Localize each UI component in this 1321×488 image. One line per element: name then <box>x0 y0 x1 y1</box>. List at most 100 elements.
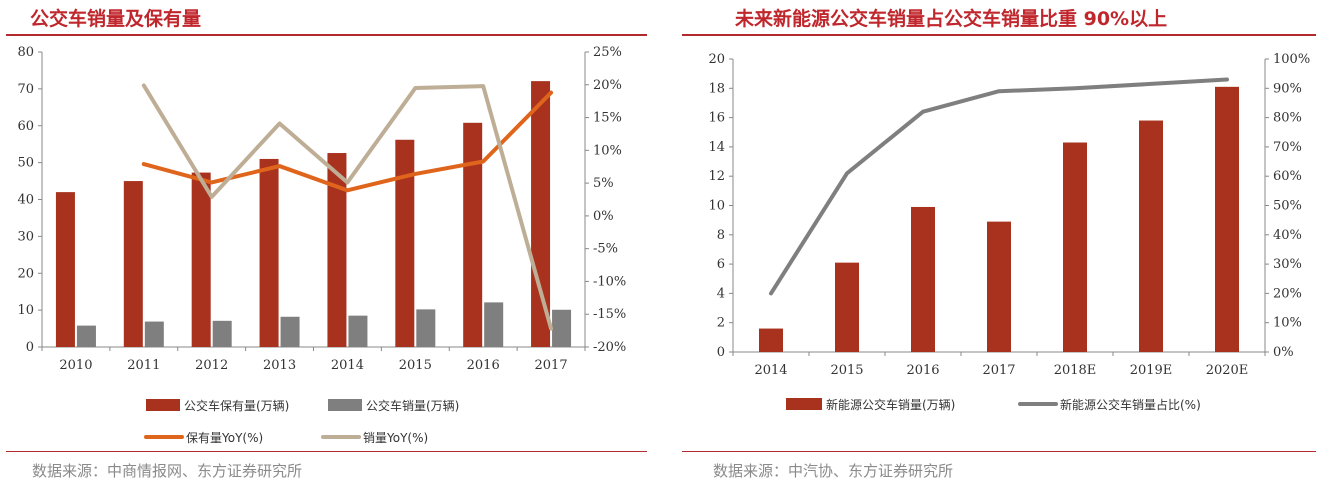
c0-legend-swatch <box>146 399 180 411</box>
left-source-rule <box>6 451 647 452</box>
c0-bar-secondary <box>416 309 436 347</box>
c1-y-right-tick-label: 60% <box>1273 169 1302 184</box>
c0-y-right-tick-label: -5% <box>593 242 618 257</box>
c0-bar-secondary <box>280 316 300 347</box>
right-chart-title: 未来新能源公交车销量占公交车销量比重 90%以上 <box>735 8 1168 30</box>
c0-x-tick-label: 2011 <box>127 358 160 373</box>
c0-bar-secondary <box>76 325 96 347</box>
c0-x-tick-label: 2010 <box>59 358 92 373</box>
c0-y-right-tick-label: -20% <box>593 340 626 355</box>
c1-y-left-tick-label: 10 <box>708 199 725 214</box>
c1-bar-primary <box>1139 120 1163 352</box>
c0-y-left-tick-label: 70 <box>17 82 34 97</box>
c0-y-left-tick-label: 20 <box>17 266 34 281</box>
c0-y-right-tick-label: 25% <box>593 45 622 60</box>
c0-legend-swatch <box>328 399 362 411</box>
c0-bar-secondary <box>552 309 572 347</box>
c0-legend-label: 保有量YoY(%) <box>186 431 263 445</box>
c1-y-left-tick-label: 20 <box>708 52 725 67</box>
c1-y-right-tick-label: 20% <box>1273 286 1302 301</box>
left-source-note: 数据来源：中商情报网、东方证券研究所 <box>32 462 303 480</box>
c1-y-right-tick-label: 0% <box>1273 345 1294 360</box>
c1-y-left-tick-label: 18 <box>708 81 725 96</box>
c0-bar-primary <box>395 139 415 347</box>
c1-x-tick-label: 2016 <box>906 363 939 378</box>
c1-y-left-tick-label: 14 <box>708 140 725 155</box>
c0-y-right-tick-label: 20% <box>593 78 622 93</box>
c0-x-tick-label: 2015 <box>399 358 432 373</box>
c0-y-left-tick-label: 40 <box>17 193 34 208</box>
c0-line-series-2 <box>141 83 554 331</box>
c1-bar-primary <box>835 262 859 352</box>
c1-y-right-tick-label: 30% <box>1273 257 1302 272</box>
c0-x-tick-label: 2014 <box>331 358 364 373</box>
c0-bar-secondary <box>484 302 504 347</box>
c1-bar-primary <box>911 206 935 352</box>
c0-y-right-tick-label: 10% <box>593 143 622 158</box>
c1-y-left-tick-label: 6 <box>717 257 725 272</box>
c1-x-tick-label: 2019E <box>1130 363 1173 378</box>
c1-x-tick-label: 2015 <box>830 363 863 378</box>
left-chart-title: 公交车销量及保有量 <box>30 8 202 30</box>
right-source-note: 数据来源：中汽协、东方证券研究所 <box>713 462 954 480</box>
c0-y-right-tick-label: -15% <box>593 307 626 322</box>
c0-x-tick-label: 2016 <box>467 358 500 373</box>
c0-x-tick-label: 2017 <box>535 358 568 373</box>
c0-legend-label: 销量YoY(%) <box>363 431 428 445</box>
c1-y-right-tick-label: 100% <box>1273 52 1310 67</box>
c1-y-left-tick-label: 12 <box>708 169 725 184</box>
c0-y-right-tick-label: 5% <box>593 176 614 191</box>
c1-y-right-tick-label: 90% <box>1273 81 1302 96</box>
right-source-rule <box>682 451 1316 452</box>
c1-bar-primary <box>1063 142 1087 352</box>
c0-y-left-tick-label: 50 <box>17 156 34 171</box>
c0-x-tick-label: 2012 <box>195 358 228 373</box>
c0-x-tick-label: 2013 <box>263 358 296 373</box>
c0-bar-primary <box>531 81 551 347</box>
c1-legend-label: 新能源公交车销量占比(%) <box>1060 397 1201 412</box>
c1-x-tick-label: 2014 <box>754 363 787 378</box>
c1-x-tick-label: 2020E <box>1206 363 1249 378</box>
c1-y-right-tick-label: 10% <box>1273 316 1302 331</box>
c1-x-tick-label: 2018E <box>1054 363 1097 378</box>
c1-y-left-tick-label: 0 <box>717 345 725 360</box>
c0-bar-primary <box>123 181 143 347</box>
c0-y-left-tick-label: 60 <box>17 119 34 134</box>
left-title-rule <box>6 34 647 36</box>
c0-y-right-tick-label: 15% <box>593 111 622 126</box>
c1-y-right-tick-label: 50% <box>1273 199 1302 214</box>
c1-legend-label: 新能源公交车销量(万辆) <box>826 397 955 412</box>
c0-y-right-tick-label: 0% <box>593 209 614 224</box>
c0-legend-label: 公交车销量(万辆) <box>366 398 459 413</box>
c1-y-left-tick-label: 2 <box>717 316 725 331</box>
c0-bar-secondary <box>212 320 232 347</box>
c1-y-left-tick-label: 16 <box>708 111 725 126</box>
c0-y-left-tick-label: 30 <box>17 229 34 244</box>
c1-line-series-1 <box>769 77 1229 296</box>
c0-line-series-1 <box>141 90 554 193</box>
c1-legend-swatch <box>786 398 822 410</box>
c1-y-right-tick-label: 80% <box>1273 111 1302 126</box>
c0-legend-label: 公交车保有量(万辆) <box>184 398 289 413</box>
c1-bar-primary <box>759 328 783 352</box>
c0-bar-primary <box>55 192 75 347</box>
c0-y-left-tick-label: 80 <box>17 45 34 60</box>
c0-bar-primary <box>327 153 347 347</box>
c1-y-right-tick-label: 70% <box>1273 140 1302 155</box>
c1-x-tick-label: 2017 <box>982 363 1015 378</box>
c0-bar-secondary <box>348 315 368 347</box>
c0-y-left-tick-label: 0 <box>26 340 34 355</box>
c1-y-left-tick-label: 4 <box>717 286 725 301</box>
c0-bar-primary <box>191 172 211 347</box>
c0-y-left-tick-label: 10 <box>17 303 34 318</box>
c0-y-right-tick-label: -10% <box>593 274 626 289</box>
right-title-rule <box>682 34 1316 36</box>
c0-bar-primary <box>463 122 483 347</box>
c0-bar-primary <box>259 158 279 347</box>
c1-y-right-tick-label: 40% <box>1273 228 1302 243</box>
c0-bar-secondary <box>144 321 164 347</box>
c1-y-left-tick-label: 8 <box>717 228 725 243</box>
c1-bar-primary <box>1215 86 1239 353</box>
c1-bar-primary <box>987 221 1011 352</box>
